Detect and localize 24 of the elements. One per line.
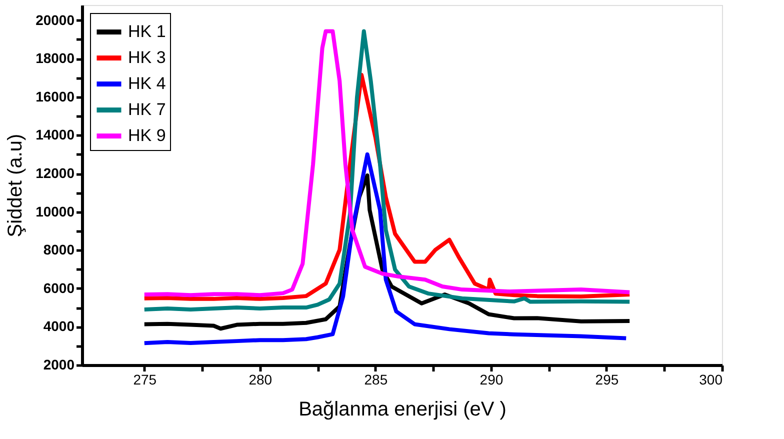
x-tick-label: 275 (133, 372, 157, 388)
legend-label: HK 7 (128, 100, 166, 119)
legend-label: HK 3 (128, 48, 166, 67)
x-tick-label: 300 (699, 372, 723, 388)
x-tick-label: 280 (248, 372, 272, 388)
y-tick-label: 6000 (43, 280, 75, 296)
legend-label: HK 9 (128, 126, 166, 145)
y-tick-label: 8000 (43, 242, 75, 258)
y-tick-label: 16000 (36, 88, 75, 104)
line-series (142, 152, 628, 346)
x-axis-title: Bağlanma enerjisi (eV ) (298, 398, 506, 420)
y-tick-label: 12000 (36, 165, 75, 182)
y-tick-label: 4000 (43, 318, 75, 334)
x-tick-label: 285 (364, 372, 388, 388)
legend-label: HK 1 (128, 22, 166, 41)
y-tick-label: 14000 (36, 126, 75, 143)
y-axis-title: Şiddet (a.u) (4, 134, 27, 238)
x-tick-label: 295 (595, 372, 619, 388)
y-tick-label: 18000 (36, 50, 75, 66)
x-tick-label: 290 (480, 372, 504, 388)
y-tick-label: 2000 (43, 356, 75, 372)
legend-label: HK 4 (128, 74, 166, 93)
y-tick-label: 20000 (36, 12, 75, 28)
y-tick-label: 10000 (36, 203, 75, 220)
